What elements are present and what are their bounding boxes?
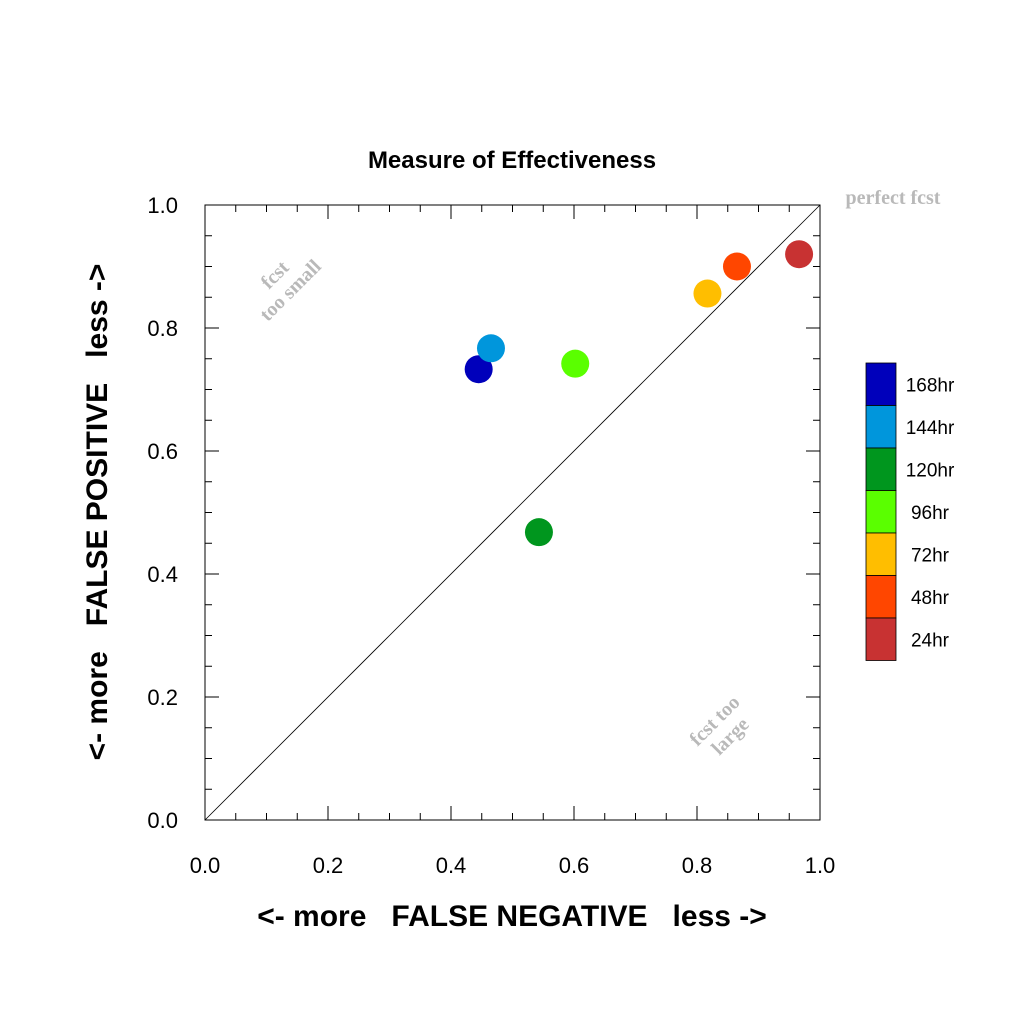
legend-swatch-120hr xyxy=(865,447,897,491)
y-tick-labels: 0.0 0.2 0.4 0.6 0.8 1.0 xyxy=(147,193,178,833)
x-tick-label: 0.6 xyxy=(559,853,590,878)
y-tick-label: 1.0 xyxy=(147,193,178,218)
y-tick-label: 0.0 xyxy=(147,808,178,833)
y-tick-label: 0.4 xyxy=(147,562,178,587)
x-tick-label: 0.8 xyxy=(682,853,713,878)
y-tick-label: 0.8 xyxy=(147,316,178,341)
legend-swatch-96hr xyxy=(865,490,897,534)
x-tick-label: 0.4 xyxy=(436,853,467,878)
legend-label-24hr: 24hr xyxy=(911,630,950,651)
point-96hr xyxy=(561,349,590,378)
point-168hr xyxy=(464,355,493,384)
point-72hr xyxy=(693,279,722,308)
x-tick-label: 1.0 xyxy=(805,853,836,878)
y-tick-label: 0.2 xyxy=(147,685,178,710)
legend-swatch-144hr xyxy=(865,405,897,449)
x-tick-labels: 0.0 0.2 0.4 0.6 0.8 1.0 xyxy=(190,853,836,878)
too-small-annotation: fcst too small xyxy=(256,255,326,325)
data-points xyxy=(464,240,814,547)
legend-label-144hr: 144hr xyxy=(906,418,955,439)
y-tick-label: 0.6 xyxy=(147,439,178,464)
legend-label-96hr: 96hr xyxy=(911,503,950,524)
point-48hr xyxy=(722,252,751,281)
perfect-forecast-label: perfect fcst xyxy=(846,187,941,209)
legend-label-168hr: 168hr xyxy=(906,375,955,396)
legend-swatch-48hr xyxy=(865,575,897,619)
legend-label-72hr: 72hr xyxy=(911,545,950,566)
x-tick-label: 0.0 xyxy=(190,853,221,878)
chart-title: Measure of Effectiveness xyxy=(368,147,656,174)
too-large-annotation: fcst too large xyxy=(685,691,753,759)
perfect-forecast-diagonal xyxy=(204,204,821,821)
too-small-line2: too small xyxy=(256,255,326,325)
point-24hr xyxy=(785,240,814,269)
legend: 168hr 144hr 120hr 96hr 72hr 48hr 24hr xyxy=(865,362,955,661)
legend-label-120hr: 120hr xyxy=(906,460,955,481)
legend-swatch-72hr xyxy=(865,532,897,576)
legend-swatch-168hr xyxy=(865,362,897,406)
x-tick-label: 0.2 xyxy=(313,853,344,878)
point-144hr xyxy=(476,334,505,363)
x-axis-label: <- more FALSE NEGATIVE less -> xyxy=(257,900,767,933)
legend-label-48hr: 48hr xyxy=(911,588,950,609)
legend-swatch-24hr xyxy=(865,617,897,661)
axis-ticks xyxy=(204,204,821,821)
y-axis-label: <- more FALSE POSITIVE less -> xyxy=(81,264,114,761)
point-120hr xyxy=(524,518,553,547)
